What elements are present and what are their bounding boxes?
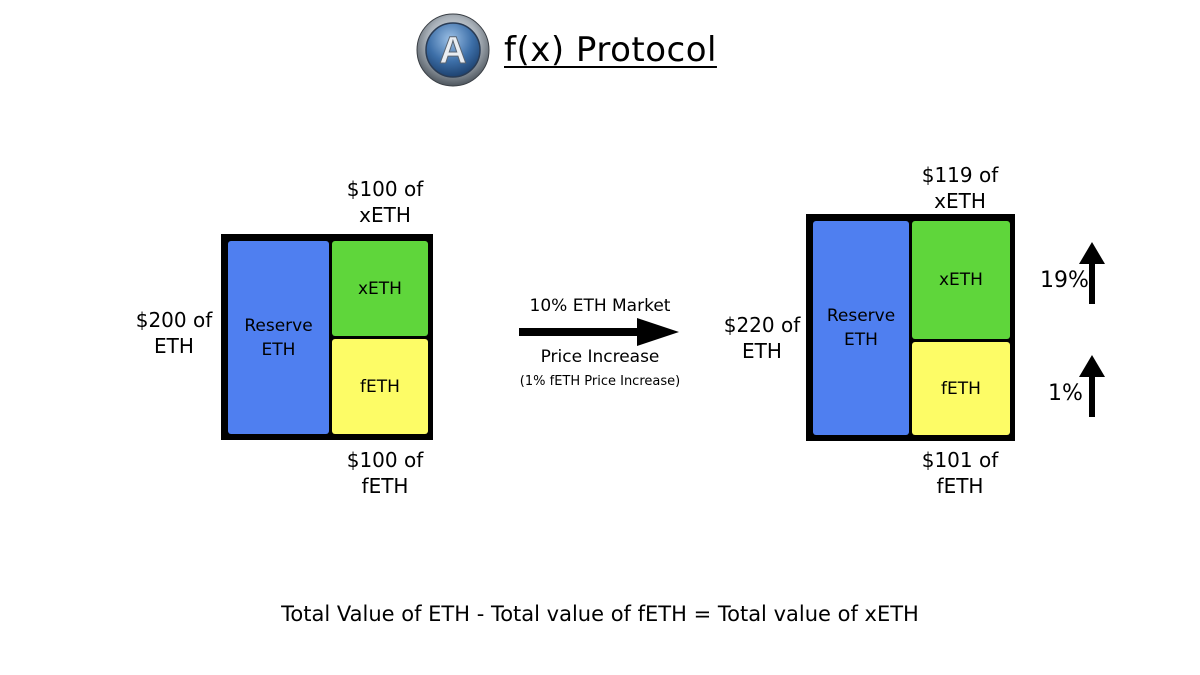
- left-xeth-block: xETH: [332, 241, 428, 336]
- right-arrow-icon: [519, 318, 679, 346]
- svg-text:A: A: [439, 30, 466, 72]
- feth-up-arrow-icon: [1079, 355, 1105, 417]
- price-increase-label: Price Increase: [540, 347, 660, 367]
- left-feth-value-label: $100 of fETH: [346, 448, 424, 498]
- feth-price-note: (1% fETH Price Increase): [519, 374, 681, 389]
- feth-change-label: 1%: [1048, 381, 1083, 406]
- left-reserve-eth-block: Reserve ETH: [228, 241, 329, 434]
- right-reserve-eth-block: Reserve ETH: [813, 221, 909, 435]
- left-xeth-value-label: $100 of xETH: [346, 177, 424, 227]
- right-vault-box: Reserve ETH xETH fETH: [806, 214, 1015, 441]
- fx-protocol-logo-icon: A: [416, 13, 490, 87]
- header: A f(x) Protocol: [416, 12, 717, 88]
- market-change-label: 10% ETH Market: [529, 296, 671, 316]
- xeth-change-label: 19%: [1040, 268, 1089, 293]
- left-feth-block: fETH: [332, 339, 428, 434]
- left-eth-value-label: $200 of ETH: [135, 308, 213, 358]
- right-feth-value-label: $101 of fETH: [921, 448, 999, 498]
- right-eth-value-label: $220 of ETH: [723, 313, 801, 363]
- xeth-up-arrow-icon: [1079, 242, 1105, 304]
- right-xeth-block: xETH: [912, 221, 1010, 339]
- right-feth-block: fETH: [912, 342, 1010, 435]
- page-title: f(x) Protocol: [504, 30, 717, 70]
- right-xeth-value-label: $119 of xETH: [921, 163, 999, 213]
- equation-caption: Total Value of ETH - Total value of fETH…: [281, 602, 919, 626]
- left-vault-box: Reserve ETH xETH fETH: [221, 234, 433, 440]
